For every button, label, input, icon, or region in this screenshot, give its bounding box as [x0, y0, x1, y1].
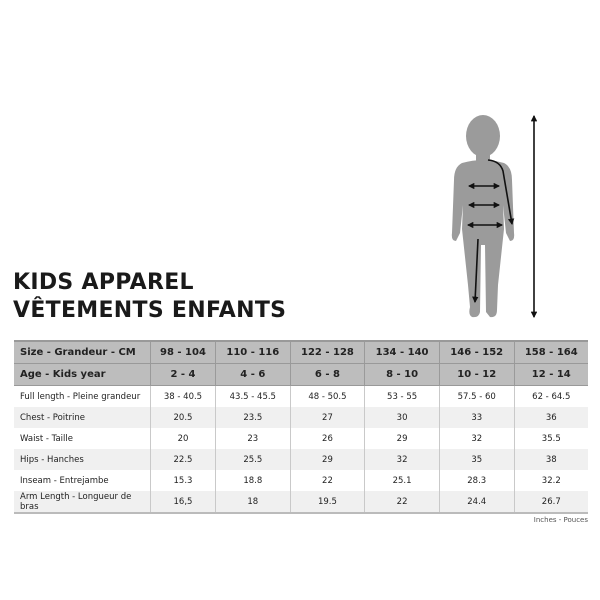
age-cell: 10 - 12	[439, 363, 515, 386]
measurement-value: 25.5	[215, 449, 291, 470]
measurement-value: 23.5	[215, 407, 291, 428]
measurement-value: 27	[290, 407, 366, 428]
measurement-value: 22.5	[150, 449, 216, 470]
measurement-value: 38 - 40.5	[150, 385, 216, 407]
measurement-label: Arm Length - Longueur de bras	[14, 491, 151, 514]
size-cell: 158 - 164	[514, 340, 588, 364]
size-cell: 134 - 140	[364, 340, 440, 364]
table-row: Inseam - Entrejambe 15.3 18.8 22 25.1 28.3 32.…	[14, 470, 588, 491]
measurement-value: 32	[364, 449, 440, 470]
size-cell: 122 - 128	[290, 340, 366, 364]
measurement-label: Inseam - Entrejambe	[14, 470, 151, 491]
table-row: Chest - Poitrine 20.5 23.5 27 30 33 36	[14, 407, 588, 428]
measurement-value: 43.5 - 45.5	[215, 385, 291, 407]
measurement-value: 24.4	[439, 491, 515, 514]
measurement-value: 57.5 - 60	[439, 385, 515, 407]
measurement-value: 26	[290, 428, 366, 449]
measurement-value: 26.7	[514, 491, 588, 514]
measurement-value: 38	[514, 449, 588, 470]
measurement-value: 48 - 50.5	[290, 385, 366, 407]
measurement-value: 30	[364, 407, 440, 428]
measurement-value: 53 - 55	[364, 385, 440, 407]
unit-note: Inches - Pouces	[533, 516, 588, 524]
age-cell: 12 - 14	[514, 363, 588, 386]
measurement-value: 20.5	[150, 407, 216, 428]
measurement-label: Chest - Poitrine	[14, 407, 151, 428]
age-cell: 8 - 10	[364, 363, 440, 386]
title-english: KIDS APPAREL	[13, 270, 194, 295]
measurement-value: 22	[290, 470, 366, 491]
measurement-value: 32.2	[541, 475, 561, 486]
measurement-value: 62 - 64.5	[532, 391, 571, 402]
measurement-value: 18	[215, 491, 291, 514]
size-table: Size - Grandeur - CM 98 - 104 110 - 116 …	[14, 340, 588, 514]
age-cell: 2 - 4	[150, 363, 216, 386]
measurement-value: 25.1	[364, 470, 440, 491]
measurement-value: 16,5	[150, 491, 216, 514]
age-cell: 6 - 8	[290, 363, 366, 386]
measurement-value: 32	[439, 428, 515, 449]
size-cell: 110 - 116	[215, 340, 291, 364]
table-row: Arm Length - Longueur de bras 16,5 18 19.5 2…	[14, 491, 588, 514]
table-row: Waist - Taille 20 23 26 29 32 35.5	[14, 428, 588, 449]
measurement-label: Waist - Taille	[14, 428, 151, 449]
measurement-value: 28.3	[439, 470, 515, 491]
measurement-value: 35.5	[541, 433, 561, 444]
age-label: Age - Kids year	[14, 363, 151, 386]
measurement-value: 29	[364, 428, 440, 449]
title-french: VÊTEMENTS ENFANTS	[13, 298, 287, 323]
measurement-value: 19.5	[290, 491, 366, 514]
measurement-value: 15.3	[150, 470, 216, 491]
size-cell: 146 - 152	[439, 340, 515, 364]
measurement-value: 36	[514, 407, 588, 428]
measurement-value: 33	[439, 407, 515, 428]
size-header-row: Size - Grandeur - CM 98 - 104 110 - 116 …	[14, 340, 588, 364]
measurement-value: 18.8	[215, 470, 291, 491]
measurement-label: Hips - Hanches	[14, 449, 151, 470]
measurement-value: 23	[215, 428, 291, 449]
age-cell: 4 - 6	[215, 363, 291, 386]
table-row: Full length - Pleine grandeur 38 - 40.5 43…	[14, 385, 588, 407]
table-row: Hips - Hanches 22.5 25.5 29 32 35 38	[14, 449, 588, 470]
measurement-label: Full length - Pleine grandeur	[14, 385, 151, 407]
measurement-value: 35	[439, 449, 515, 470]
age-row: Age - Kids year 2 - 4 4 - 6 6 - 8 8 - 10…	[14, 363, 588, 386]
header-label: Size - Grandeur - CM	[14, 340, 151, 364]
measurement-value: 29	[290, 449, 366, 470]
measurement-value: 20	[150, 428, 216, 449]
size-cell: 98 - 104	[150, 340, 216, 364]
child-silhouette-measurement-icon	[451, 114, 538, 319]
measurement-value: 22	[364, 491, 440, 514]
